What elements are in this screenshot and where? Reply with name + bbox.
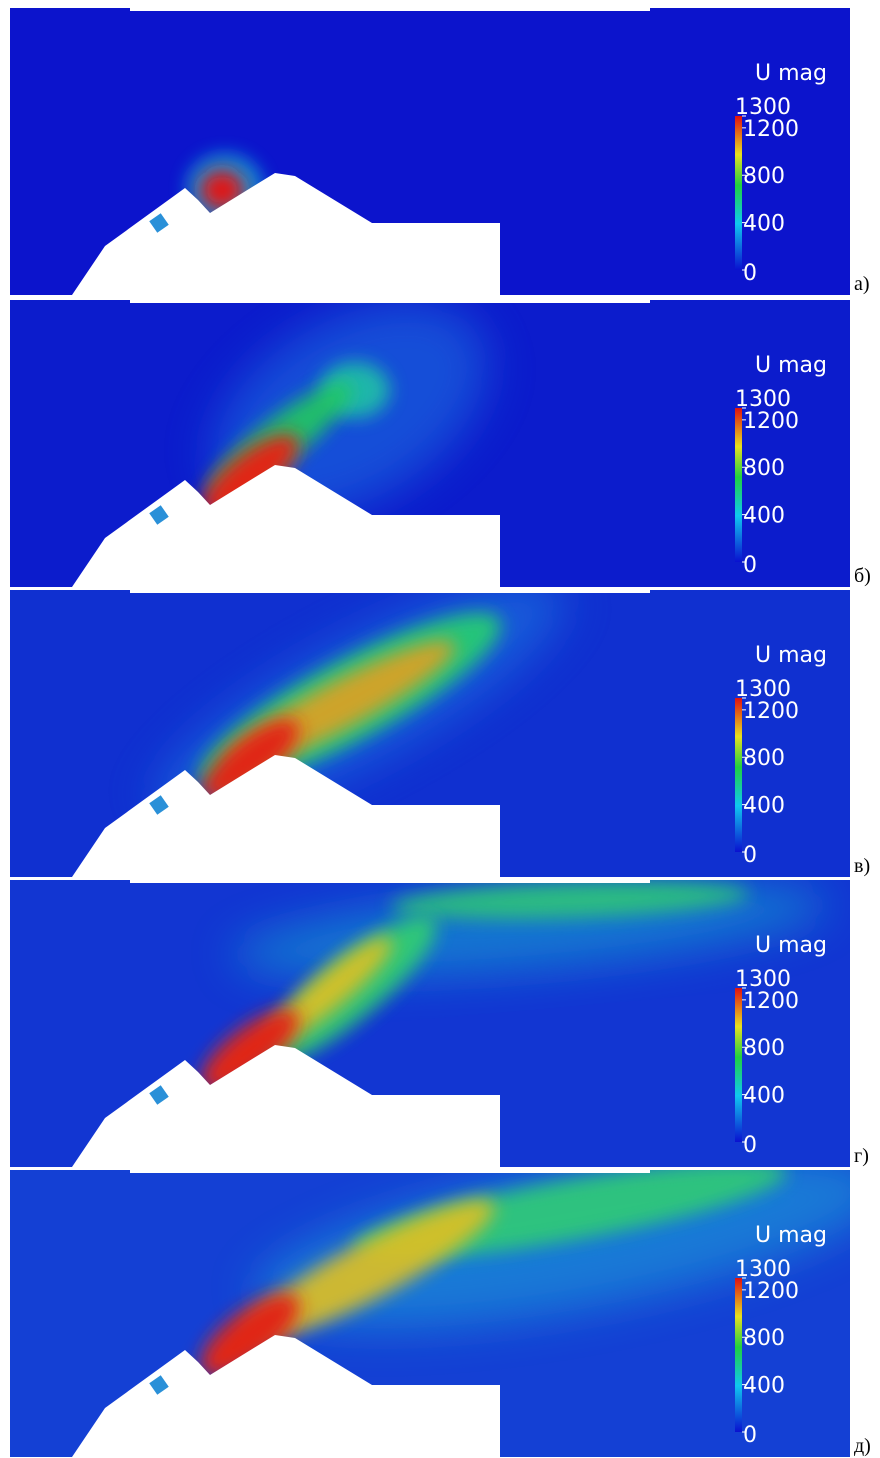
jet — [200, 434, 300, 516]
nozzle — [149, 1375, 169, 1395]
colorbar-tick-label: 400 — [743, 794, 785, 819]
jet — [200, 719, 300, 801]
jet — [200, 1293, 300, 1377]
colorbar-title: U mag — [755, 643, 827, 668]
colorbar-tick-label: 400 — [743, 1084, 785, 1109]
obstacle — [72, 1335, 500, 1457]
jet — [390, 880, 750, 920]
colorbar — [735, 408, 742, 562]
colorbar — [735, 1278, 742, 1432]
colorbar — [735, 116, 742, 270]
colorbar-tick-label: 1300 — [735, 1257, 791, 1282]
colorbar-tick-label: 1200 — [743, 989, 799, 1014]
colorbar-title: U mag — [755, 1223, 827, 1248]
colorbar-tick-label: 800 — [743, 1326, 785, 1351]
colorbar-tick-label: 1300 — [735, 967, 791, 992]
panel-label: г) — [854, 1145, 869, 1167]
colorbar-tick-label: 400 — [743, 212, 785, 237]
field — [10, 300, 850, 587]
colorbar-tick-label: 1300 — [735, 387, 791, 412]
field — [10, 590, 850, 877]
colorbar — [735, 698, 742, 852]
panel-label: б) — [854, 565, 871, 587]
colorbar-title: U mag — [755, 61, 827, 86]
colorbar-title: U mag — [755, 933, 827, 958]
top-notch — [130, 880, 650, 883]
top-notch — [130, 8, 650, 11]
colorbar-tick-label: 800 — [743, 746, 785, 771]
nozzle — [149, 1085, 169, 1105]
colorbar-tick-label: 800 — [743, 456, 785, 481]
panel-label: а) — [854, 273, 870, 295]
colorbar-tick-label: 400 — [743, 504, 785, 529]
obstacle — [72, 465, 500, 587]
nozzle — [149, 505, 169, 525]
colorbar-tick-label: 1200 — [743, 699, 799, 724]
top-notch — [130, 1170, 650, 1173]
colorbar-tick-label: 400 — [743, 1374, 785, 1399]
nozzle — [149, 213, 169, 233]
colorbar-tick-label: 800 — [743, 1036, 785, 1061]
top-notch — [130, 590, 650, 593]
top-notch — [130, 300, 650, 303]
nozzle — [149, 795, 169, 815]
field — [10, 1170, 850, 1457]
colorbar-tick-label: 1200 — [743, 409, 799, 434]
colorbar-tick-label: 0 — [743, 843, 757, 868]
obstacle — [72, 1045, 500, 1167]
colorbar-tick-label: 0 — [743, 1423, 757, 1448]
colorbar-tick-label: 1200 — [743, 1279, 799, 1304]
panel-label: д) — [854, 1435, 871, 1457]
obstacle — [72, 173, 500, 295]
field — [10, 8, 850, 295]
colorbar-tick-label: 1200 — [743, 117, 799, 142]
colorbar-tick-label: 0 — [743, 1133, 757, 1158]
colorbar-tick-label: 1300 — [735, 95, 791, 120]
colorbar-tick-label: 0 — [743, 261, 757, 286]
jet — [245, 1199, 495, 1341]
jet — [200, 1009, 300, 1091]
panel-label: в) — [854, 855, 870, 877]
colorbar-title: U mag — [755, 353, 827, 378]
colorbar-tick-label: 1300 — [735, 677, 791, 702]
obstacle — [72, 755, 500, 877]
colorbar — [735, 988, 742, 1142]
colorbar-tick-label: 0 — [743, 553, 757, 578]
field — [10, 880, 850, 1167]
colorbar-tick-label: 800 — [743, 164, 785, 189]
